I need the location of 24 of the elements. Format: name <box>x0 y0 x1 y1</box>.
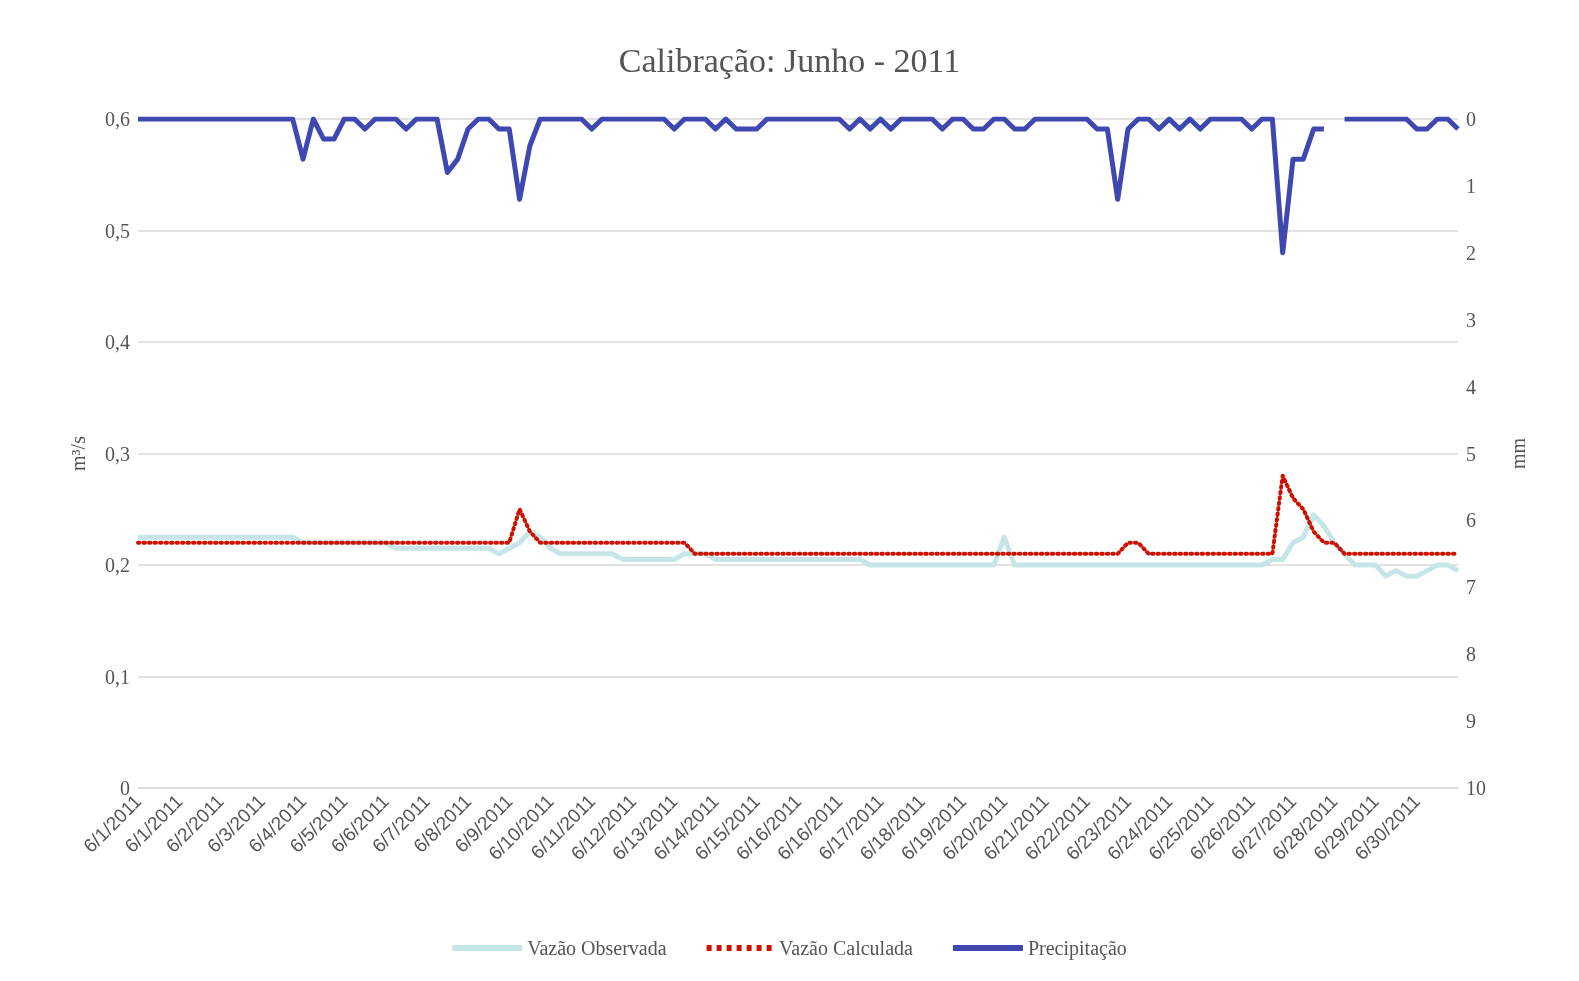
y2-tick-label: 5 <box>1466 442 1476 465</box>
chart-title: Calibração: Junho - 2011 <box>618 41 961 79</box>
y2-tick-label: 3 <box>1466 308 1476 331</box>
y2-tick-label: 8 <box>1466 643 1476 666</box>
legend-label: Vazão Calculada <box>779 937 914 959</box>
y-tick-label: 0 <box>120 777 130 799</box>
y2-tick-label: 10 <box>1466 777 1486 799</box>
y2-tick-label: 6 <box>1466 509 1476 532</box>
y2-tick-label: 7 <box>1466 576 1476 599</box>
legend-label: Vazão Observada <box>527 937 667 959</box>
y2-tick-label: 9 <box>1466 710 1476 733</box>
y2-tick-label: 0 <box>1466 108 1476 130</box>
y-axis-title: m³/s <box>67 435 89 471</box>
y2-tick-label: 4 <box>1466 375 1476 398</box>
y-tick-label: 0,3 <box>105 442 130 465</box>
y-tick-label: 0,6 <box>105 108 130 130</box>
y2-axis-title: mm <box>1507 437 1529 470</box>
y-tick-label: 0,5 <box>105 219 130 242</box>
y-tick-label: 0,2 <box>105 554 130 576</box>
legend-label: Precipitação <box>1027 937 1127 960</box>
y-tick-label: 0,1 <box>105 665 130 688</box>
y2-tick-label: 1 <box>1466 174 1476 197</box>
y-tick-label: 0,4 <box>105 331 130 353</box>
y2-tick-label: 2 <box>1466 241 1476 264</box>
